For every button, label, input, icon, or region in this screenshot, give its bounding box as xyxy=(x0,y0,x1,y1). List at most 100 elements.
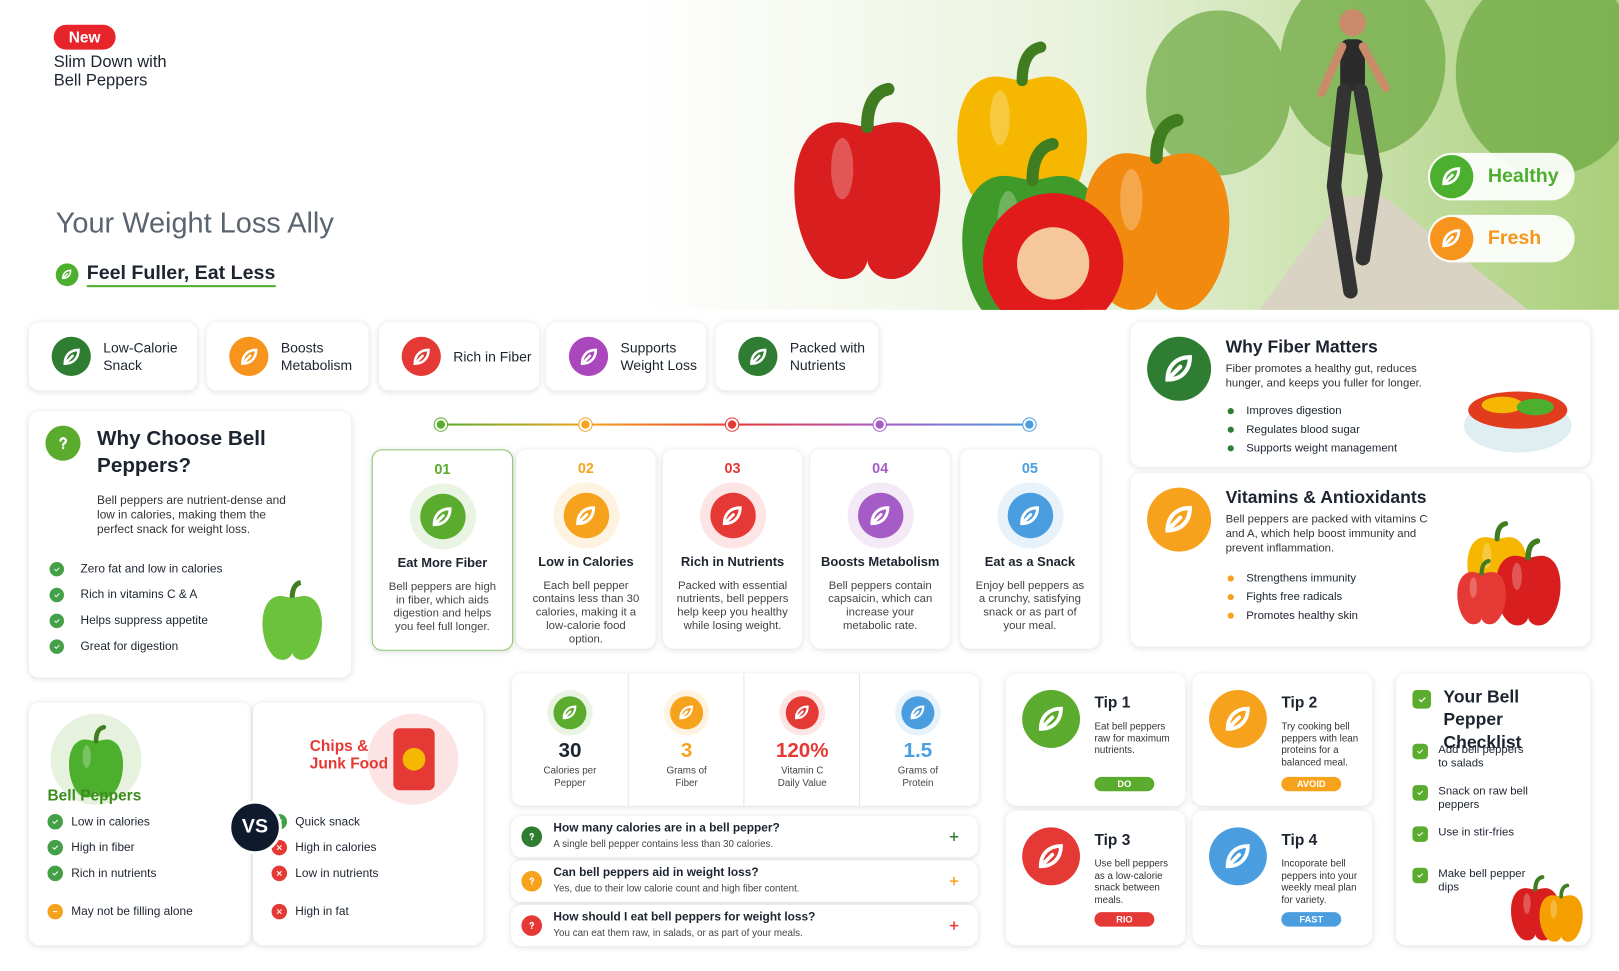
step-card: 05 Eat as a Snack Enjoy bell peppers as a … xyxy=(960,449,1100,649)
comparison-item-text: Low in calories xyxy=(71,815,150,828)
tip-tag: AVOID xyxy=(1281,776,1342,792)
icon-glyph xyxy=(1442,167,1461,186)
tip-title: Tip 3 xyxy=(1094,831,1131,850)
timeline-dot xyxy=(725,418,739,431)
icon xyxy=(670,696,704,730)
icon-glyph xyxy=(1417,790,1424,796)
side-image xyxy=(1464,391,1572,453)
comparison-item-text: Rich in nutrients xyxy=(71,867,157,880)
icon-glyph xyxy=(576,506,596,525)
faq-expand[interactable] xyxy=(947,829,961,843)
pepper xyxy=(262,580,322,660)
step-number: 03 xyxy=(724,459,741,477)
icon-glyph xyxy=(1442,229,1461,248)
faq-item[interactable]: How should I eat bell peppers for weight… xyxy=(511,904,978,947)
icon-glyph xyxy=(1165,506,1193,533)
step-text: Packed with essential nutrients, bell pe… xyxy=(676,579,789,633)
step-icon-ring xyxy=(847,482,914,549)
why-text: Bell peppers are nutrient-dense and low … xyxy=(97,494,286,537)
feature-card: Low-Calorie Snack xyxy=(28,322,198,391)
icon-glyph xyxy=(1417,749,1424,754)
icon xyxy=(1412,690,1432,709)
comparison-item: High in fat xyxy=(271,903,349,920)
icon-glyph xyxy=(911,705,925,720)
icon-glyph xyxy=(563,705,577,720)
tip-card: Tip 1 Eat bell peppers raw for maximum nu… xyxy=(1005,673,1186,806)
icon xyxy=(47,839,63,856)
step-title: Eat as a Snack xyxy=(984,554,1076,570)
step-title: Eat More Fiber xyxy=(397,555,488,571)
icon-glyph xyxy=(276,870,282,876)
why-item: Zero fat and low in calories xyxy=(49,561,223,577)
step-title: Low in Calories xyxy=(538,554,634,570)
icon xyxy=(1022,690,1080,748)
runner xyxy=(1317,9,1390,299)
step-text: Bell peppers contain capsaicin, which ca… xyxy=(828,579,933,633)
step-text: Bell peppers are high in fiber, which ai… xyxy=(388,580,497,634)
icon xyxy=(271,903,288,920)
icon xyxy=(521,915,543,936)
step-card: 04 Boosts Metabolism Bell peppers contain … xyxy=(810,449,950,649)
step-icon-ring xyxy=(409,483,476,550)
icon-glyph xyxy=(63,348,80,365)
faq-item[interactable]: How many calories are in a bell pepper? A… xyxy=(511,816,978,858)
icon xyxy=(47,814,63,830)
hero-tag: Fresh xyxy=(1427,214,1575,263)
step-card: 01 Eat More Fiber Bell peppers are high in… xyxy=(371,449,514,651)
stat-value: 1.5 xyxy=(903,739,933,763)
checklist-item: Snack on raw bell peppers xyxy=(1412,785,1531,812)
comparison-item: May not be filling alone xyxy=(47,903,193,920)
tip-text: Incoporate bell peppers into your weekly… xyxy=(1281,858,1358,906)
side-title: Vitamins & Antioxidants xyxy=(1225,487,1427,508)
icon-glyph xyxy=(1039,706,1064,731)
icon xyxy=(55,263,79,287)
faq-item[interactable]: Can bell peppers aid in weight loss? Yes,… xyxy=(511,860,978,902)
why-item-text: Rich in vitamins C & A xyxy=(80,588,198,602)
pepper xyxy=(1495,538,1561,626)
side-item-text: Fights free radicals xyxy=(1246,590,1343,604)
step-number: 02 xyxy=(577,459,594,477)
icon-glyph xyxy=(1417,832,1424,837)
icon-glyph xyxy=(276,909,282,915)
stat: 1.5 Grams of Protein xyxy=(859,673,976,806)
checklist-icon xyxy=(1412,690,1432,709)
feature-label: Supports Weight Loss xyxy=(620,339,697,373)
icon xyxy=(1412,785,1428,801)
vitamins-card: Vitamins & Antioxidants Bell peppers are … xyxy=(1130,473,1591,647)
side-title: Why Fiber Matters xyxy=(1225,336,1378,357)
pepper xyxy=(794,82,941,280)
side-item-text: Supports weight management xyxy=(1246,442,1398,455)
stat: 120% Vitamin C Daily Value xyxy=(743,673,860,806)
faq-question: How should I eat bell peppers for weight… xyxy=(553,911,816,924)
icon xyxy=(901,696,935,730)
faq-question: Can bell peppers aid in weight loss? xyxy=(553,866,759,880)
tip-text: Try cooking bell peppers with lean prote… xyxy=(1281,721,1359,769)
icon-glyph xyxy=(54,644,60,649)
feature-card: Rich in Fiber xyxy=(378,322,539,391)
icon-glyph xyxy=(240,348,257,365)
tip-title: Tip 2 xyxy=(1281,694,1318,712)
icon-glyph xyxy=(52,845,59,850)
pepper xyxy=(1457,558,1506,625)
icon-glyph xyxy=(54,618,60,623)
tip-title: Tip 1 xyxy=(1094,694,1131,712)
bullet xyxy=(1227,593,1234,601)
comparison-item: High in calories xyxy=(271,839,376,856)
side-item: Regulates blood sugar xyxy=(1227,424,1360,436)
icon xyxy=(521,870,543,892)
comparison-item-text: High in fiber xyxy=(71,841,135,854)
icon xyxy=(1430,154,1474,199)
faq-expand[interactable] xyxy=(947,918,961,932)
feature-card: Supports Weight Loss xyxy=(546,322,707,391)
icon-glyph xyxy=(1418,696,1426,703)
icon xyxy=(1412,743,1428,760)
comparison-item: Low in calories xyxy=(47,814,150,830)
stat-value: 3 xyxy=(680,739,693,763)
bullet xyxy=(1227,445,1234,452)
timeline-dot xyxy=(434,418,448,431)
fiber-card: Why Fiber Matters Fiber promotes a health… xyxy=(1130,322,1591,467)
faq-expand[interactable] xyxy=(947,874,961,888)
faq-icon xyxy=(521,826,543,848)
